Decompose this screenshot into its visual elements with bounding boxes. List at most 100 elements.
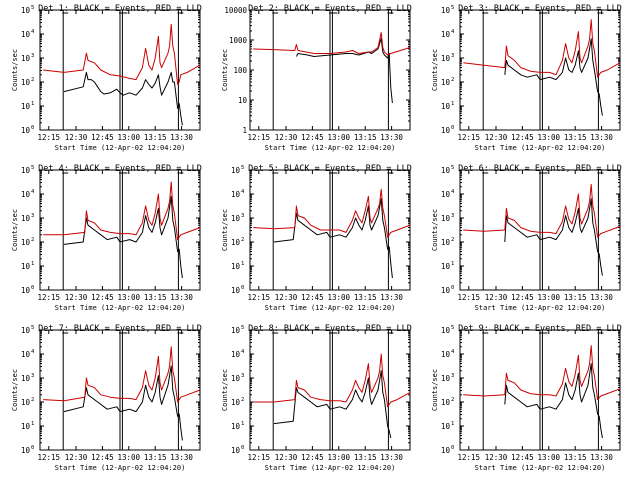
series-events	[273, 370, 392, 439]
series-lld	[253, 353, 411, 408]
x-tick-label: 13:00	[118, 293, 141, 302]
x-tick-label: 13:00	[328, 133, 351, 142]
y-tick-exponent: 3	[451, 53, 454, 59]
x-tick-label: 12:30	[65, 293, 88, 302]
y-tick-label: 10	[231, 190, 241, 199]
series-lld	[253, 32, 411, 56]
series-events	[504, 363, 603, 439]
x-axis-label: Start Time (12-Apr-02 12:04:20)	[475, 304, 606, 312]
y-axis-label: Counts/sec	[431, 369, 439, 411]
y-tick-exponent: 2	[451, 397, 454, 403]
y-tick-label: 10	[441, 238, 451, 247]
x-tick-label: 13:30	[170, 133, 193, 142]
x-tick-label: 12:15	[248, 293, 271, 302]
y-tick-label: 10	[21, 30, 31, 39]
y-tick-label: 10	[21, 126, 31, 135]
y-tick-label: 10	[441, 374, 451, 383]
x-tick-label: 12:45	[91, 133, 114, 142]
series-lld	[463, 345, 621, 401]
panel-title: Det 2: BLACK = Events, RED = LLD	[248, 4, 412, 14]
y-tick-exponent: 1	[31, 101, 34, 107]
y-tick-label: 10	[231, 350, 241, 359]
y-tick-exponent: 5	[31, 325, 34, 331]
series-events	[63, 365, 183, 441]
y-tick-exponent: 3	[31, 373, 34, 379]
x-tick-label: 12:15	[248, 453, 271, 462]
y-tick-label: 10	[231, 238, 241, 247]
y-tick-label: 10	[21, 374, 31, 383]
y-tick-label: 10000	[224, 6, 247, 15]
x-tick-label: 12:15	[38, 133, 61, 142]
y-tick-exponent: 1	[241, 261, 244, 267]
y-tick-exponent: 3	[451, 373, 454, 379]
y-tick-exponent: 4	[241, 189, 245, 195]
y-tick-exponent: 4	[451, 349, 455, 355]
y-tick-exponent: 0	[31, 285, 34, 291]
y-tick-label: 10	[231, 326, 241, 335]
y-tick-exponent: 0	[451, 285, 454, 291]
x-tick-label: 13:00	[328, 453, 351, 462]
x-tick-label: 13:30	[590, 293, 613, 302]
y-tick-label: 100	[233, 66, 247, 75]
y-tick-exponent: 5	[451, 165, 454, 171]
x-tick-label: 13:15	[564, 133, 587, 142]
y-tick-exponent: 5	[241, 325, 244, 331]
x-tick-label: 13:30	[380, 293, 403, 302]
y-tick-label: 10	[441, 326, 451, 335]
x-tick-label: 13:00	[538, 133, 561, 142]
x-tick-label: 12:45	[511, 133, 534, 142]
y-tick-exponent: 3	[241, 373, 244, 379]
y-tick-exponent: 4	[241, 349, 245, 355]
y-tick-exponent: 4	[31, 189, 35, 195]
panel-title: Det 8: BLACK = Events, RED = LLD	[248, 324, 412, 334]
y-tick-label: 10	[21, 78, 31, 87]
x-tick-label: 13:00	[538, 293, 561, 302]
x-axis-label: Start Time (12-Apr-02 12:04:20)	[55, 144, 186, 152]
y-tick-label: 10	[231, 422, 241, 431]
y-tick-exponent: 3	[451, 213, 454, 219]
panel-title: Det 9: BLACK = Events, RED = LLD	[458, 324, 622, 334]
x-tick-label: 13:15	[144, 133, 167, 142]
series-lld	[43, 23, 201, 85]
y-tick-exponent: 3	[31, 53, 34, 59]
x-tick-label: 12:45	[301, 293, 324, 302]
series-events	[63, 71, 183, 126]
y-tick-label: 10	[231, 398, 241, 407]
y-tick-exponent: 1	[241, 421, 244, 427]
x-tick-label: 13:30	[380, 453, 403, 462]
y-tick-exponent: 1	[451, 421, 454, 427]
y-tick-label: 10	[21, 54, 31, 63]
x-tick-label: 12:45	[511, 293, 534, 302]
x-axis-label: Start Time (12-Apr-02 12:04:20)	[475, 464, 606, 472]
y-tick-label: 10	[21, 350, 31, 359]
y-tick-label: 10	[21, 326, 31, 335]
y-tick-label: 10	[21, 398, 31, 407]
y-tick-exponent: 5	[31, 165, 34, 171]
x-tick-label: 13:15	[564, 453, 587, 462]
y-axis-label: Counts/sec	[221, 209, 229, 251]
x-tick-label: 12:30	[275, 133, 298, 142]
y-axis-label: Counts/sec	[431, 209, 439, 251]
x-tick-label: 12:30	[485, 133, 508, 142]
x-tick-label: 12:30	[485, 453, 508, 462]
y-tick-label: 10	[441, 214, 451, 223]
y-tick-exponent: 0	[31, 125, 34, 131]
y-tick-label: 10	[441, 286, 451, 295]
y-tick-exponent: 5	[31, 5, 34, 11]
series-events	[63, 195, 183, 279]
x-tick-label: 12:30	[275, 453, 298, 462]
x-tick-label: 12:30	[65, 453, 88, 462]
y-tick-exponent: 0	[31, 445, 34, 451]
x-tick-label: 12:45	[91, 293, 114, 302]
y-axis-label: Counts/sec	[11, 369, 19, 411]
y-tick-exponent: 1	[31, 261, 34, 267]
y-tick-exponent: 1	[31, 421, 34, 427]
y-tick-label: 10	[21, 214, 31, 223]
